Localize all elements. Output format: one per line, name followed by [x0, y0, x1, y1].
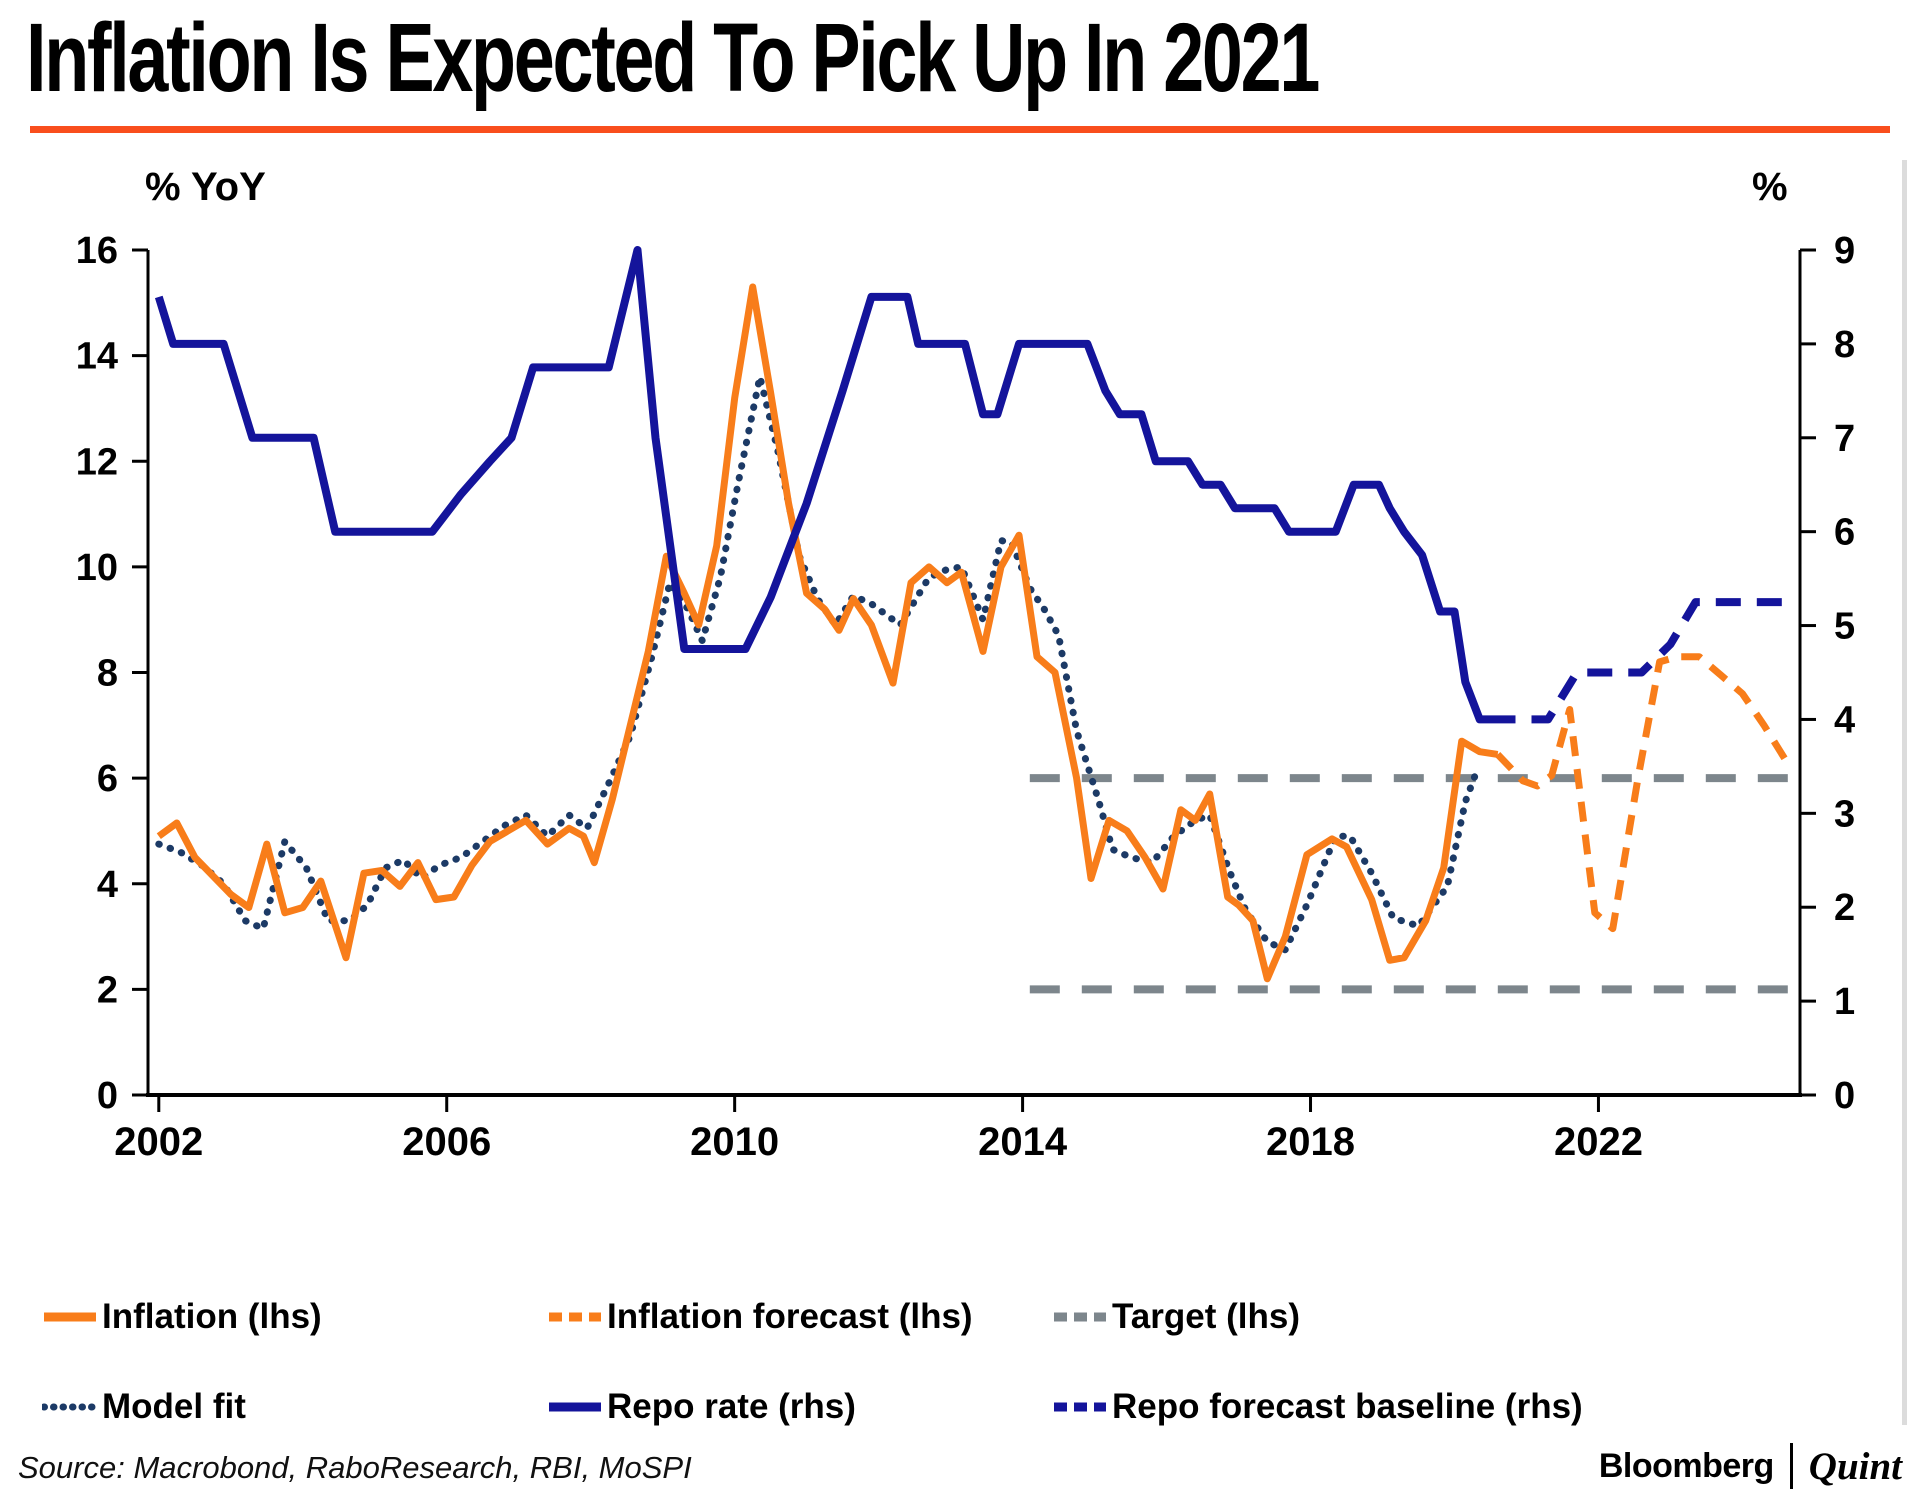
right-axis-tick-label: 8 — [1834, 324, 1855, 366]
legend-item-model_fit: Model fit — [42, 1362, 547, 1452]
x-axis-tick-label: 2006 — [402, 1120, 491, 1164]
x-axis-tick-label: 2022 — [1554, 1120, 1643, 1164]
legend-swatch-solid-icon — [44, 1312, 96, 1322]
right-axis-tick-label: 2 — [1834, 887, 1855, 929]
x-axis-tick-label: 2018 — [1266, 1120, 1355, 1164]
legend-swatch-solid-icon — [549, 1402, 601, 1412]
left-axis-tick-label: 16 — [76, 230, 118, 272]
source-note: Source: Macrobond, RaboResearch, RBI, Mo… — [18, 1450, 692, 1485]
page-title: Inflation Is Expected To Pick Up In 2021 — [26, 3, 1320, 112]
left-axis-tick-label: 10 — [76, 547, 118, 589]
left-axis-tick-label: 0 — [97, 1075, 118, 1117]
right-axis-tick-label: 5 — [1834, 606, 1855, 648]
legend-label-model_fit: Model fit — [102, 1387, 246, 1426]
inflation_forecast-line — [1495, 653, 1790, 933]
brand-bloomberg: Bloomberg — [1598, 1446, 1774, 1485]
x-axis-tick-label: 2002 — [114, 1120, 203, 1164]
left-axis-tick-label: 14 — [76, 336, 118, 378]
brand-quint: Quint — [1808, 1444, 1902, 1488]
brand-logo: Bloomberg Quint — [1599, 1440, 1902, 1492]
chart-legend: Inflation (lhs) Inflation forecast (lhs) T… — [0, 1272, 1920, 1452]
inflation-line — [156, 283, 1499, 983]
left-axis-unit-label: % YoY — [145, 165, 266, 209]
repo-line — [154, 246, 1491, 724]
legend-swatch-dashed-icon — [1054, 1312, 1106, 1322]
footer: Source: Macrobond, RaboResearch, RBI, Mo… — [0, 1436, 1920, 1495]
legend-label-repo_forecast: Repo forecast baseline (rhs) — [1112, 1387, 1583, 1426]
right-axis-tick-label: 9 — [1834, 230, 1855, 272]
right-axis-tick-label: 1 — [1834, 981, 1855, 1023]
right-axis-tick-label: 3 — [1834, 793, 1855, 835]
right-axis-tick-label: 4 — [1834, 699, 1855, 741]
left-axis-tick-label: 4 — [97, 864, 118, 906]
legend-label-inflation_forecast: Inflation forecast (lhs) — [607, 1297, 973, 1336]
right-axis-tick-label: 0 — [1834, 1075, 1855, 1117]
left-axis-tick-label: 8 — [97, 653, 118, 695]
right-axis-tick-label: 6 — [1834, 512, 1855, 554]
legend-label-inflation: Inflation (lhs) — [102, 1297, 322, 1336]
legend-item-inflation_forecast: Inflation forecast (lhs) — [547, 1272, 1052, 1362]
legend-item-repo_forecast: Repo forecast baseline (rhs) — [1052, 1362, 1920, 1452]
title-rule — [30, 126, 1890, 133]
x-axis-tick-label: 2010 — [690, 1120, 779, 1164]
legend-label-target: Target (lhs) — [1112, 1297, 1300, 1336]
legend-swatch-dashed-icon — [1054, 1402, 1106, 1412]
left-axis-tick-label: 2 — [97, 969, 118, 1011]
right-axis-tick-label: 7 — [1834, 418, 1855, 460]
legend-item-target: Target (lhs) — [1052, 1272, 1920, 1362]
left-axis-tick-label: 6 — [97, 758, 118, 800]
right-axis-unit-label: % — [1752, 165, 1788, 209]
legend-item-repo: Repo rate (rhs) — [547, 1362, 1052, 1452]
x-axis-tick-label: 2014 — [978, 1120, 1068, 1164]
repo_forecast-line — [1490, 598, 1790, 724]
legend-swatch-dotted-icon — [42, 1403, 100, 1411]
brand-divider — [1789, 1443, 1793, 1489]
legend-item-inflation: Inflation (lhs) — [42, 1272, 547, 1362]
legend-label-repo: Repo rate (rhs) — [607, 1387, 856, 1426]
legend-swatch-dashed-icon — [549, 1312, 601, 1322]
left-axis-tick-label: 12 — [76, 441, 118, 483]
right-edge-line — [1902, 160, 1907, 1425]
